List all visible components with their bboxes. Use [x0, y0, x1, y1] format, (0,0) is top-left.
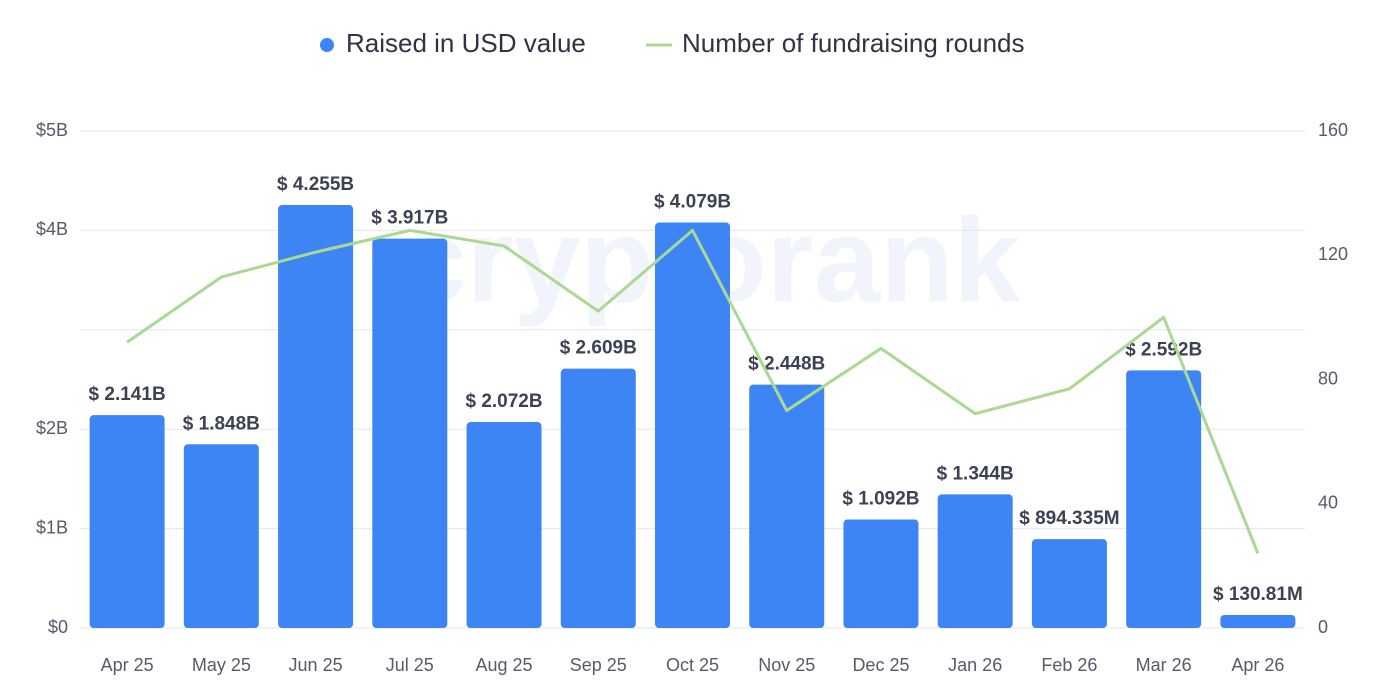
data-label: $ 894.335M	[1019, 508, 1119, 529]
y2-tick-label: 160	[1318, 120, 1348, 140]
x-tick-label: Apr 26	[1231, 655, 1284, 675]
x-tick-label: Feb 26	[1041, 655, 1097, 675]
y-tick-label: $4B	[36, 219, 68, 239]
y2-tick-label: 120	[1318, 244, 1348, 264]
x-tick-label: Aug 25	[476, 655, 533, 675]
x-tick-label: Apr 25	[101, 655, 154, 675]
legend-marker	[320, 38, 334, 52]
data-label: $ 2.141B	[89, 384, 166, 405]
x-tick-label: Oct 25	[666, 655, 719, 675]
bar	[466, 422, 542, 628]
bar	[1031, 539, 1107, 628]
x-tick-label: Mar 26	[1136, 655, 1192, 675]
x-tick-label: Jun 25	[289, 655, 343, 675]
x-tick-label: May 25	[192, 655, 251, 675]
data-label: $ 130.81M	[1213, 584, 1303, 605]
data-label: $ 2.609B	[560, 338, 637, 359]
data-label: $ 2.592B	[1125, 339, 1202, 360]
bar	[1126, 370, 1202, 628]
bar	[278, 205, 354, 629]
y-tick-label: $0	[48, 617, 68, 637]
bar	[843, 519, 919, 628]
y-tick-label: $2B	[36, 418, 68, 438]
data-label: $ 4.079B	[654, 192, 731, 213]
bar	[372, 238, 448, 628]
bar	[183, 444, 259, 628]
data-label: $ 2.072B	[465, 391, 542, 412]
data-label: $ 1.092B	[842, 488, 919, 509]
bar	[655, 222, 730, 628]
x-tick-label: Jan 26	[948, 655, 1002, 675]
bar	[560, 368, 636, 628]
legend-label: Number of fundraising rounds	[682, 28, 1025, 58]
bar	[1220, 614, 1296, 628]
legend-label: Raised in USD value	[346, 28, 586, 58]
y2-tick-label: 40	[1318, 493, 1338, 513]
bar	[89, 415, 165, 628]
data-label: $ 1.848B	[183, 413, 260, 434]
y-tick-label: $1B	[36, 517, 68, 537]
x-tick-label: Jul 25	[386, 655, 434, 675]
data-label: $ 4.255B	[277, 174, 354, 195]
x-tick-label: Dec 25	[852, 655, 909, 675]
x-tick-label: Sep 25	[570, 655, 627, 675]
bar	[749, 384, 825, 628]
x-tick-label: Nov 25	[758, 655, 815, 675]
bar	[937, 494, 1013, 628]
y-tick-label: $5B	[36, 120, 68, 140]
y2-tick-label: 80	[1318, 368, 1338, 388]
y2-tick-label: 0	[1318, 617, 1328, 637]
data-label: $ 2.448B	[748, 354, 825, 375]
data-label: $ 1.344B	[937, 463, 1014, 484]
line	[126, 228, 1260, 555]
data-label: $ 3.917B	[371, 208, 448, 229]
